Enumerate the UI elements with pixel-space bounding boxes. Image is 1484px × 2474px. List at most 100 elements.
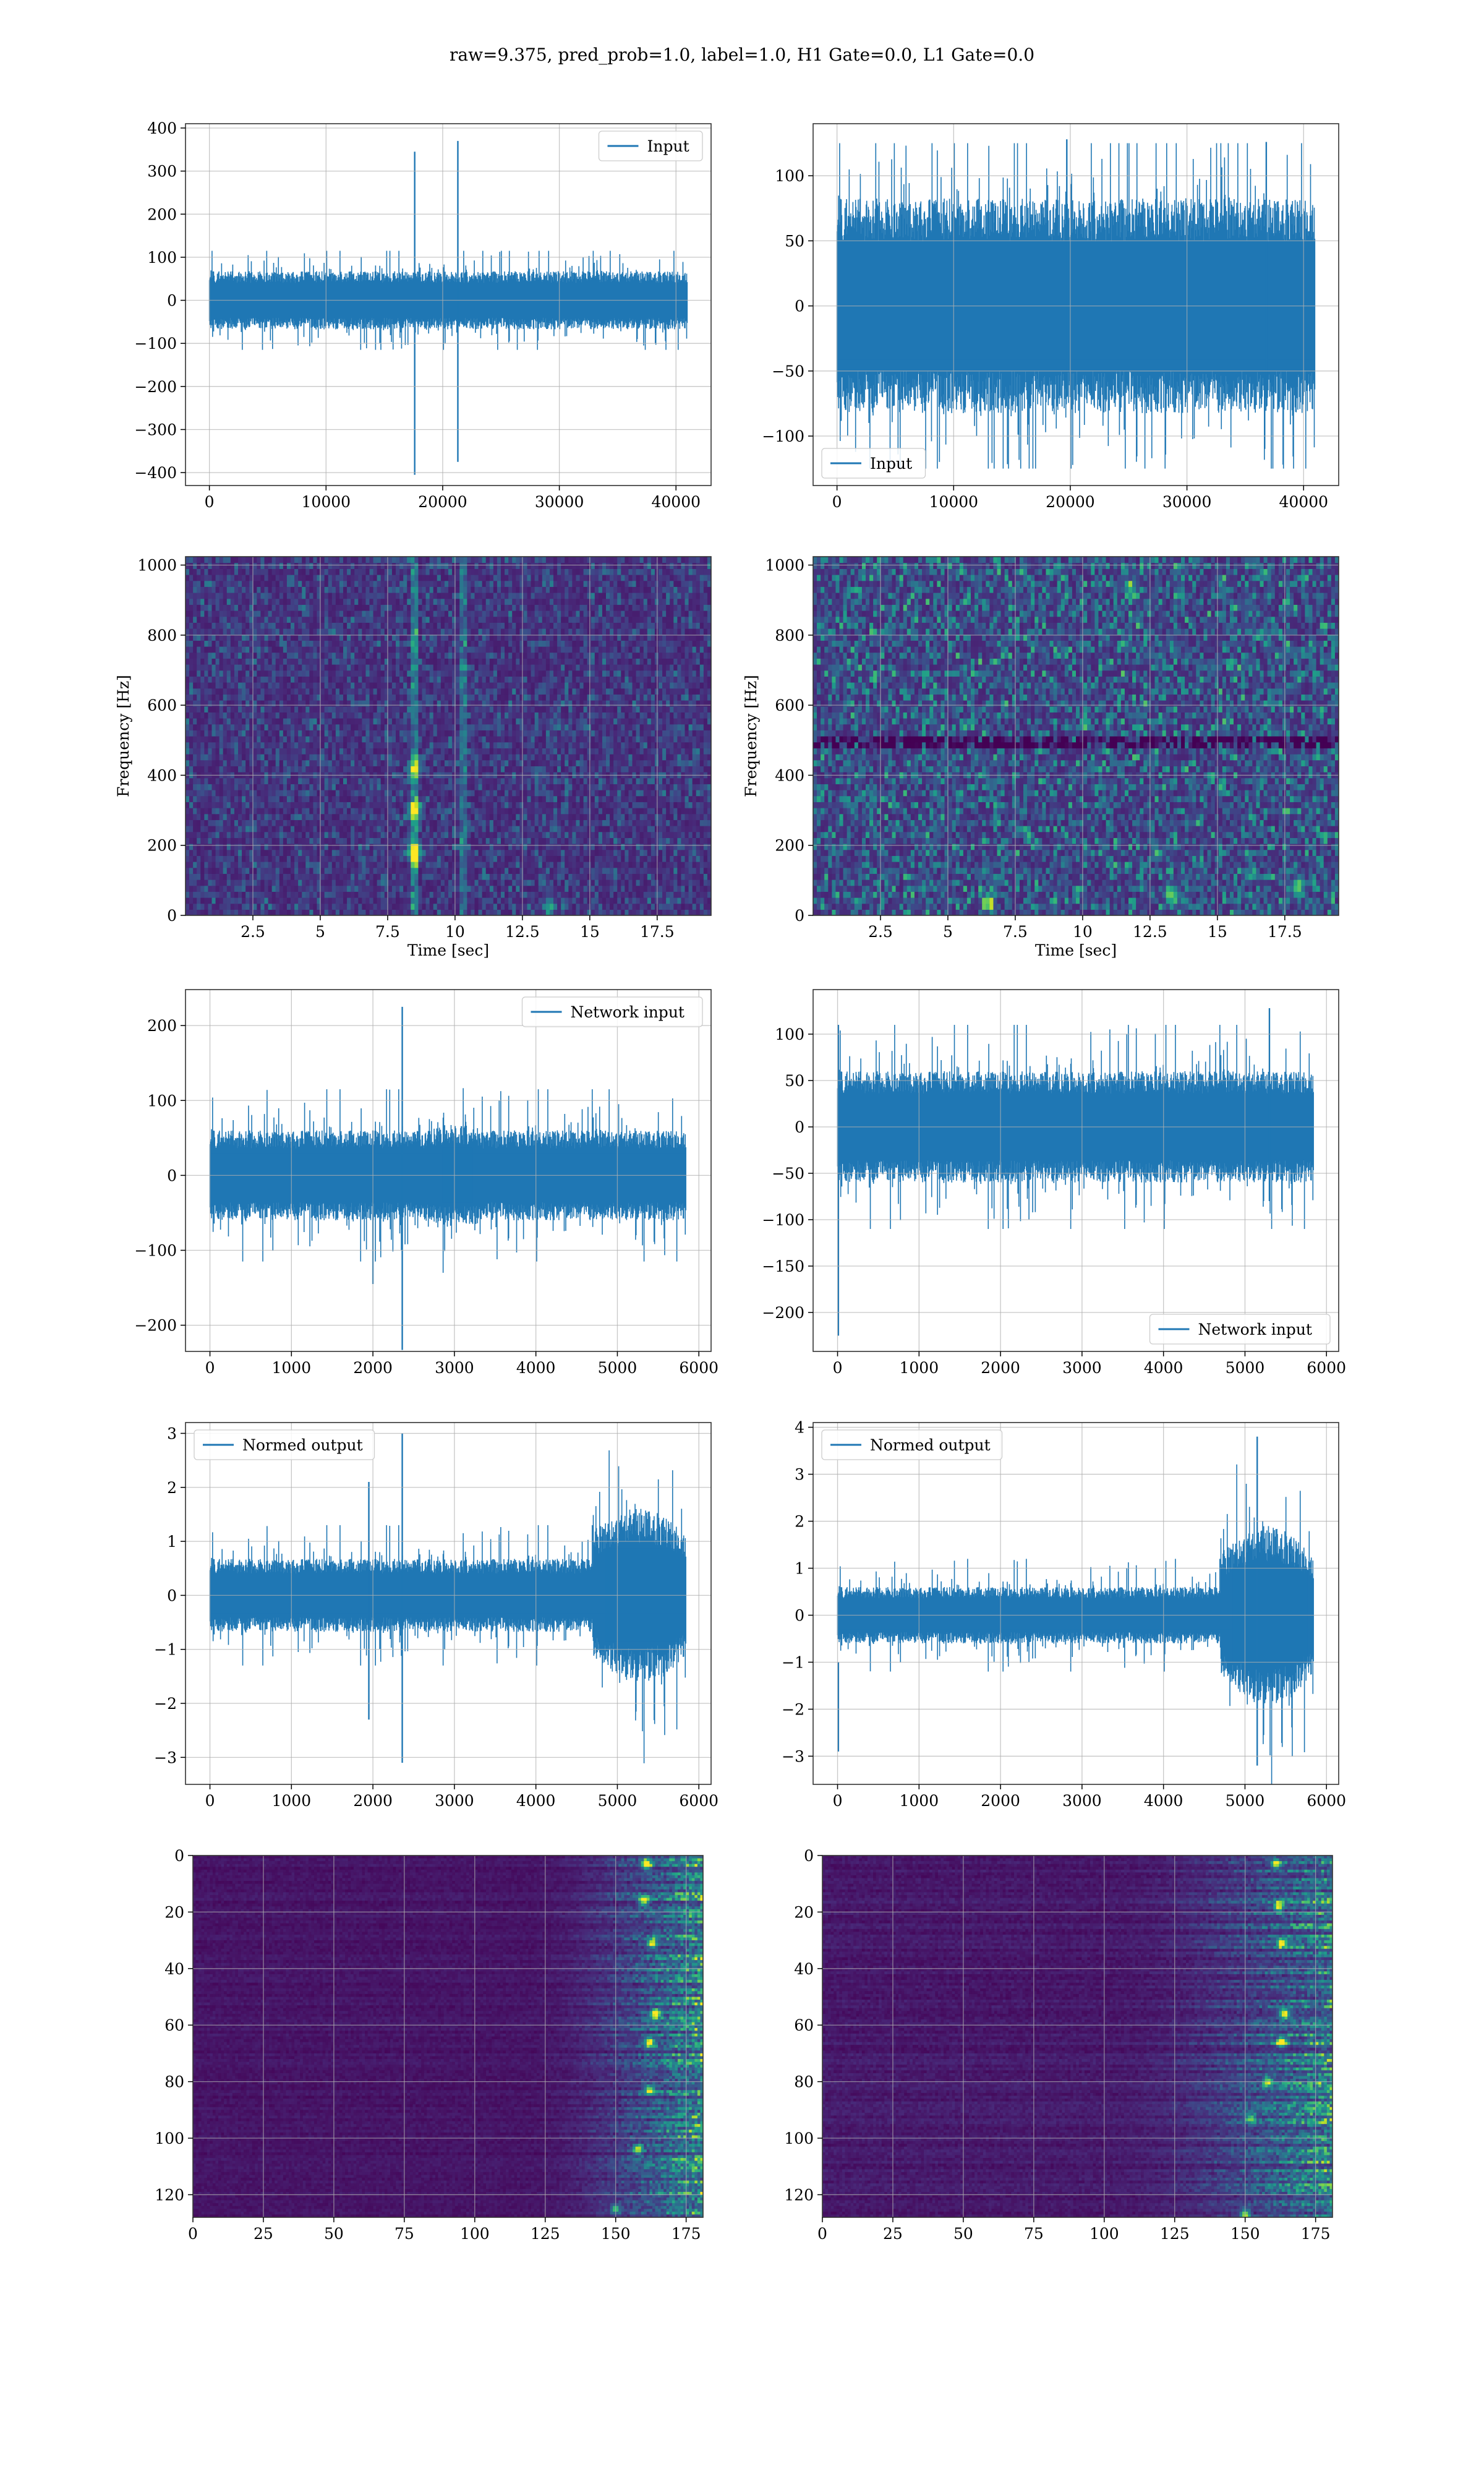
- heatmap-cell: [659, 730, 663, 736]
- heatmap-cell: [328, 784, 333, 790]
- heatmap-cell: [561, 891, 565, 897]
- heatmap-cell: [640, 760, 644, 766]
- heatmap-cell: [704, 754, 708, 760]
- heatmap-cell: [426, 784, 430, 790]
- heatmap-cell: [512, 778, 516, 784]
- heatmap-cell: [647, 802, 652, 808]
- heatmap-cell: [636, 784, 641, 790]
- heatmap-cell: [253, 706, 257, 713]
- heatmap-cell: [441, 820, 445, 826]
- heatmap-cell: [704, 862, 708, 868]
- heatmap-cell: [696, 730, 701, 736]
- heatmap-cell: [265, 897, 269, 904]
- heatmap-cell: [568, 844, 573, 850]
- heatmap-cell: [418, 712, 422, 718]
- heatmap-cell: [260, 832, 265, 838]
- heatmap-cell: [433, 850, 438, 856]
- heatmap-cell: [347, 784, 351, 790]
- heatmap-cell: [640, 855, 644, 862]
- heatmap-cell: [591, 742, 595, 748]
- heatmap-cell: [325, 880, 329, 886]
- heatmap-cell: [388, 880, 393, 886]
- heatmap-cell: [677, 748, 681, 754]
- heatmap-cell: [647, 736, 652, 742]
- heatmap-cell: [670, 832, 674, 838]
- heatmap-cell: [265, 712, 269, 718]
- heatmap-cell: [572, 862, 576, 868]
- heatmap-cell: [313, 832, 317, 838]
- heatmap-cell: [636, 808, 641, 814]
- heatmap-cell: [343, 886, 348, 892]
- heatmap-cell: [651, 873, 655, 880]
- heatmap-cell: [677, 880, 681, 886]
- heatmap-cell: [595, 790, 599, 796]
- heatmap-cell: [670, 880, 674, 886]
- heatmap-cell: [613, 712, 618, 718]
- heatmap-cell: [414, 826, 419, 832]
- heatmap-cell: [238, 891, 242, 897]
- heatmap-cell: [572, 706, 576, 713]
- heatmap-cell: [516, 826, 520, 832]
- heatmap-cell: [673, 766, 678, 772]
- heatmap-cell: [561, 826, 565, 832]
- heatmap-cell: [396, 778, 400, 784]
- heatmap-cell: [370, 712, 374, 718]
- heatmap-cell: [197, 909, 201, 915]
- heatmap-cell: [418, 718, 422, 724]
- heatmap-cell: [373, 814, 378, 820]
- heatmap-cell: [328, 826, 333, 832]
- heatmap-cell: [430, 778, 434, 784]
- heatmap-cell: [602, 736, 607, 742]
- heatmap-cell: [291, 808, 295, 814]
- heatmap-cell: [294, 855, 299, 862]
- heatmap-cell: [358, 796, 362, 802]
- heatmap-cell: [351, 760, 355, 766]
- heatmap-cell: [700, 706, 704, 713]
- heatmap-cell: [479, 796, 483, 802]
- heatmap-cell: [414, 802, 419, 808]
- heatmap-cell: [647, 886, 652, 892]
- heatmap-cell: [231, 808, 235, 814]
- heatmap-cell: [373, 826, 378, 832]
- heatmap-cell: [557, 832, 561, 838]
- heatmap-cell: [448, 736, 453, 742]
- heatmap-cell: [321, 706, 325, 713]
- heatmap-cell: [576, 730, 580, 736]
- heatmap-cell: [332, 760, 336, 766]
- heatmap-cell: [613, 855, 618, 862]
- heatmap-cell: [245, 855, 250, 862]
- heatmap-cell: [189, 904, 194, 910]
- heatmap-cell: [666, 730, 670, 736]
- heatmap-cell: [265, 742, 269, 748]
- heatmap-cell: [212, 766, 216, 772]
- heatmap-cell: [542, 904, 547, 910]
- heatmap-cell: [268, 724, 273, 730]
- heatmap-cell: [527, 873, 532, 880]
- heatmap-cell: [693, 736, 697, 742]
- heatmap-cell: [302, 760, 306, 766]
- heatmap-cell: [268, 778, 273, 784]
- heatmap-cell: [482, 868, 487, 874]
- heatmap-cell: [610, 778, 614, 784]
- heatmap-cell: [328, 802, 333, 808]
- heatmap-cell: [208, 790, 212, 796]
- heatmap-cell: [617, 718, 621, 724]
- heatmap-cell: [189, 778, 194, 784]
- heatmap-cell: [613, 718, 618, 724]
- heatmap-cell: [519, 802, 524, 808]
- heatmap-cell: [625, 784, 629, 790]
- heatmap-cell: [523, 832, 527, 838]
- heatmap-cell: [238, 873, 242, 880]
- heatmap-cell: [561, 712, 565, 718]
- heatmap-cell: [628, 886, 633, 892]
- x-tick-label: 40000: [1279, 493, 1328, 511]
- heatmap-cell: [351, 855, 355, 862]
- heatmap-cell: [208, 706, 212, 713]
- heatmap-cell: [291, 736, 295, 742]
- heatmap-cell: [565, 802, 569, 808]
- heatmap-cell: [482, 730, 487, 736]
- heatmap-cell: [430, 844, 434, 850]
- heatmap-cell: [189, 730, 194, 736]
- heatmap-cell: [647, 897, 652, 904]
- heatmap-cell: [523, 706, 527, 713]
